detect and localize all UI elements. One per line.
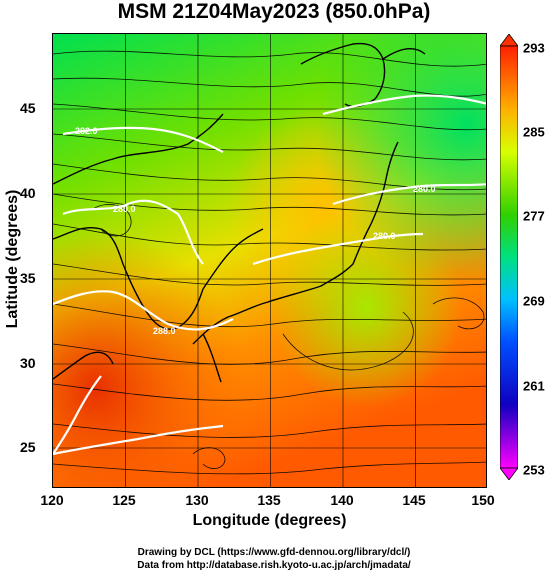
colorbar-tick-label: 261: [523, 378, 545, 394]
contour-label: 280.0: [413, 184, 436, 194]
x-tick-label: 150: [471, 492, 495, 508]
graticule: [53, 34, 486, 487]
x-axis-label: Longitude (degrees): [192, 512, 347, 529]
x-tick-label: 125: [112, 492, 136, 508]
y-tick-label: 45: [20, 100, 36, 116]
contour-label: 280.0: [113, 204, 136, 214]
x-tick-label: 130: [185, 492, 209, 508]
contour-label: 282.0: [75, 126, 98, 136]
colorbar-gradient: [500, 45, 518, 469]
hot-southwest: [53, 34, 486, 487]
isotherms: [53, 94, 486, 456]
credit-drawing: Drawing by DCL (https://www.gfd-dennou.o…: [137, 547, 411, 558]
x-tick-label: 145: [402, 492, 426, 508]
colorbar-min-arrow: [500, 467, 518, 480]
contour-label: 288.0: [153, 326, 176, 336]
colorbar-tick-label: 277: [523, 208, 545, 224]
credit-data: Data from http://database.rish.kyoto-u.a…: [137, 560, 411, 571]
y-tick-label: 40: [20, 185, 36, 201]
contour-label: 280.0: [373, 231, 396, 241]
colorbar-tick-label: 285: [523, 124, 545, 140]
colorbar-tick-label: 269: [523, 293, 545, 309]
map-plot-area: 282.0 280.0 280.0 280.0 288.0: [52, 33, 487, 488]
x-tick-label: 140: [330, 492, 354, 508]
coastlines: [53, 42, 426, 383]
colorbar-tick-label: 293: [523, 40, 545, 56]
x-tick-label: 120: [40, 492, 64, 508]
temperature-field: 282.0 280.0 280.0 280.0 288.0: [53, 34, 486, 487]
y-tick-label: 25: [20, 439, 36, 455]
y-axis-label: Latitude (degrees): [4, 189, 21, 329]
y-tick-label: 35: [20, 270, 36, 286]
colorbar-max-arrow: [500, 34, 518, 47]
map-title: MSM 21Z04May2023 (850.0hPa): [117, 0, 431, 23]
colorbar: [500, 34, 518, 480]
colorbar-tick-label: 253: [523, 462, 545, 478]
x-tick-label: 135: [257, 492, 281, 508]
contour-labels: 282.0 280.0 280.0 280.0 288.0: [75, 126, 436, 336]
y-tick-label: 30: [20, 355, 36, 371]
streamlines: [53, 50, 486, 475]
